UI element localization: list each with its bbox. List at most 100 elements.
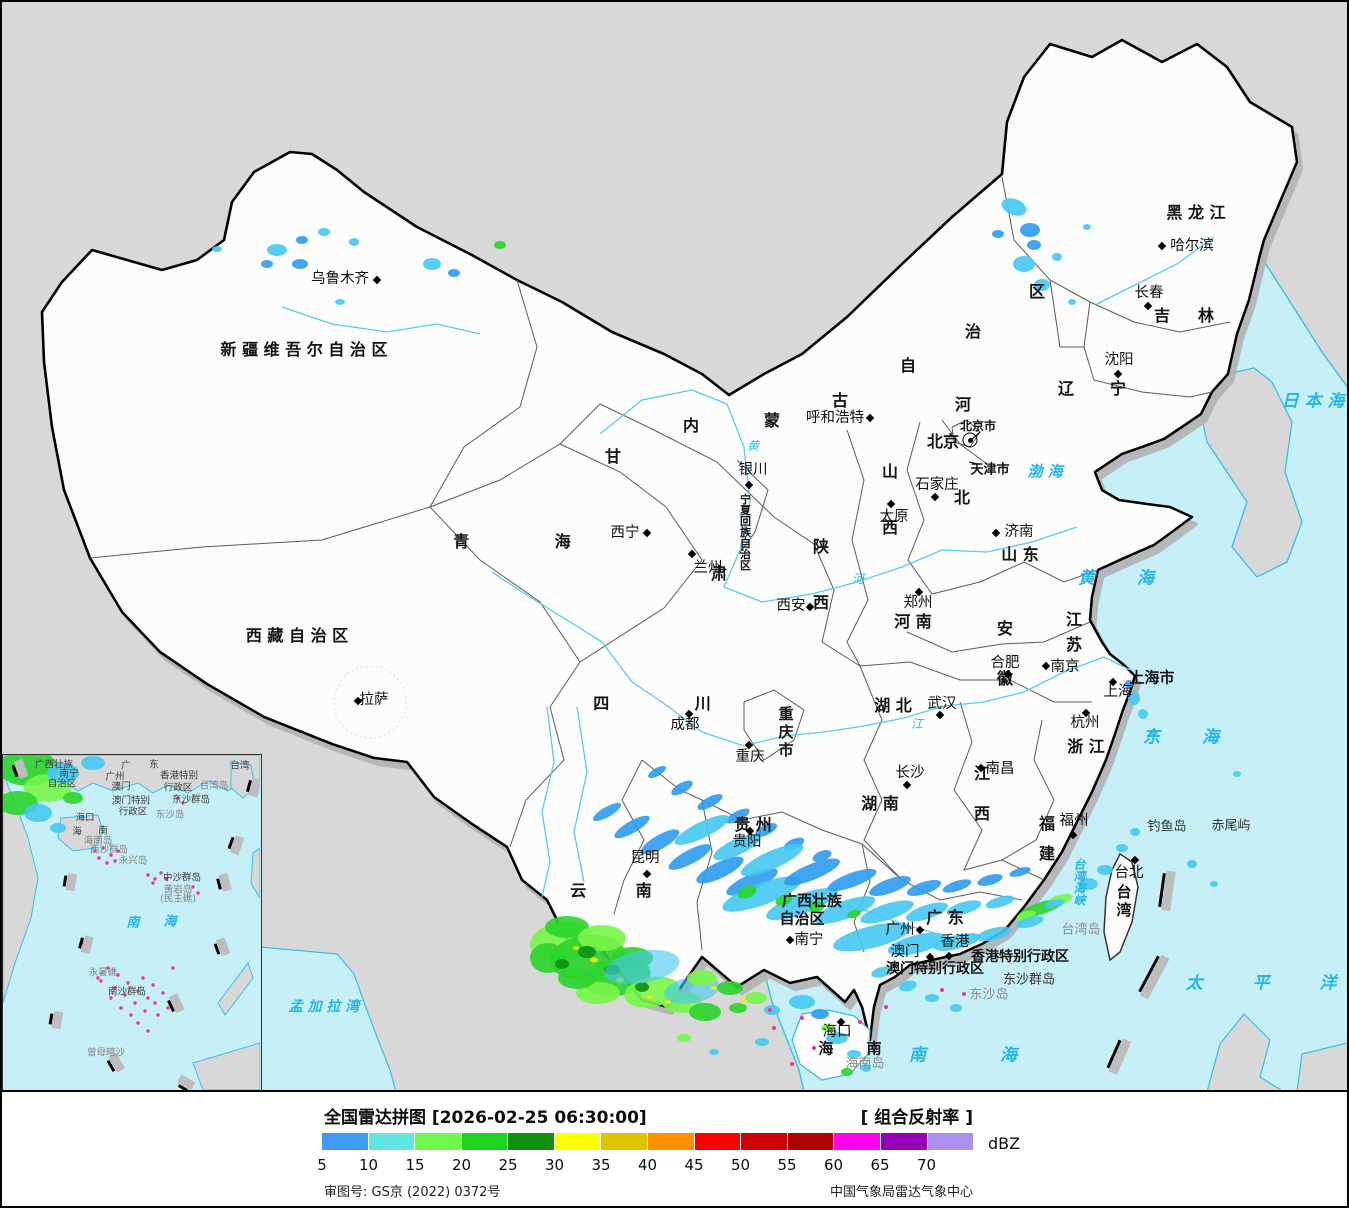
reef-mark — [176, 796, 180, 800]
reef-mark — [858, 1020, 862, 1024]
radar-echo — [1034, 279, 1050, 291]
reef-mark — [109, 853, 113, 857]
radar-echo — [696, 856, 744, 884]
legend-color-35 — [601, 1133, 648, 1150]
reef-mark — [141, 976, 145, 980]
radar-echo — [576, 982, 620, 1004]
radar-echo — [590, 957, 598, 963]
radar-echo — [614, 815, 650, 839]
reef-mark — [181, 801, 185, 805]
radar-echo — [573, 946, 579, 950]
nine-dash-segment — [1158, 870, 1176, 912]
inset-hainan — [57, 814, 104, 852]
radar-echo — [261, 260, 273, 268]
radar-range-ring — [333, 665, 407, 739]
map-title: 全国雷达拼图 [2026-02-25 06:30:00] — [324, 1108, 647, 1128]
radar-echo — [821, 1024, 835, 1032]
nine-dash-segment — [62, 872, 78, 892]
legend-tick-5: 5 — [317, 1156, 327, 1174]
radar-echo — [50, 823, 66, 833]
reef-mark — [156, 1013, 160, 1017]
radar-echo — [423, 258, 441, 270]
radar-echo — [647, 995, 653, 999]
radar-echo — [494, 241, 506, 249]
beijing-pointer-lines — [968, 431, 981, 465]
radar-echo — [925, 994, 939, 1002]
reef-mark — [136, 989, 140, 993]
radar-echo — [1233, 771, 1241, 777]
radar-echo — [648, 765, 666, 779]
radar-echo — [1068, 299, 1076, 305]
radar-echo — [713, 833, 761, 861]
nine-dash-segment — [216, 872, 232, 892]
radar-echo — [985, 895, 1015, 909]
legend-tick-25: 25 — [498, 1156, 518, 1174]
radar-echo — [677, 1034, 691, 1042]
reef-mark — [106, 966, 110, 970]
vietnam-coastline — [763, 969, 805, 1092]
color-scale-bar — [322, 1133, 974, 1150]
reef-mark — [151, 983, 155, 987]
radar-echo — [977, 874, 1003, 886]
nine-dash-segment — [78, 935, 94, 955]
nine-dash-segment — [213, 937, 231, 957]
radar-echo — [349, 238, 359, 246]
reef-mark — [146, 873, 150, 877]
inset-reef-marks — [81, 796, 200, 1033]
legend-tick-30: 30 — [544, 1156, 565, 1174]
radar-echo — [687, 970, 717, 986]
radar-echo — [809, 901, 825, 913]
legend-color-40 — [648, 1133, 694, 1150]
radar-echo — [1128, 691, 1140, 705]
radar-echo — [789, 995, 815, 1009]
radar-echo — [1020, 223, 1040, 237]
radar-echo — [1097, 865, 1113, 875]
reef-mark — [116, 849, 120, 853]
radar-echo — [1013, 256, 1035, 272]
radar-echo — [668, 844, 712, 870]
radar-echo — [63, 792, 83, 804]
reef-mark — [129, 1013, 133, 1017]
reef-mark — [109, 996, 113, 1000]
radar-echo — [671, 780, 693, 796]
radar-echo — [640, 829, 680, 855]
legend-color-25 — [508, 1133, 554, 1150]
legend-tick-35: 35 — [591, 1156, 611, 1174]
land-bottom-right — [1296, 1042, 1347, 1092]
legend-color-65 — [880, 1133, 927, 1150]
nine-dash-segments — [1106, 870, 1176, 1075]
radar-echo — [847, 1050, 861, 1058]
reef-mark — [153, 877, 157, 881]
radar-echo — [1116, 844, 1128, 852]
legend-color-15 — [415, 1133, 461, 1150]
nine-dash-segment — [1138, 954, 1170, 1000]
nine-dash-segment — [106, 1052, 126, 1073]
radar-echo — [754, 823, 778, 837]
reef-mark — [143, 1009, 147, 1013]
reef-mark — [113, 859, 117, 863]
radar-echo — [860, 900, 914, 924]
korea-peninsula — [1200, 367, 1303, 578]
radar-echo — [811, 1009, 829, 1019]
reef-mark — [105, 861, 109, 865]
nine-dash-segment — [48, 1010, 64, 1030]
reef-mark — [790, 1062, 794, 1066]
radar-echo — [741, 999, 747, 1003]
reef-mark — [119, 1006, 123, 1010]
reef-mark — [146, 1029, 150, 1033]
reef-mark — [116, 973, 120, 977]
reef-marks — [768, 988, 966, 1066]
radar-echo — [826, 1032, 848, 1044]
radar-echo — [992, 230, 1004, 238]
radar-echo — [722, 876, 802, 912]
radar-echo — [905, 902, 949, 922]
radar-echo — [47, 763, 79, 783]
reef-mark — [101, 846, 105, 850]
radar-echo — [578, 925, 626, 951]
nine-dash-segment — [167, 993, 185, 1014]
radar-echo — [814, 896, 876, 924]
radar-echo — [697, 794, 723, 810]
legend-tick-15: 15 — [405, 1156, 425, 1174]
legend-tick-45: 45 — [684, 1156, 704, 1174]
radar-echo — [847, 909, 861, 919]
